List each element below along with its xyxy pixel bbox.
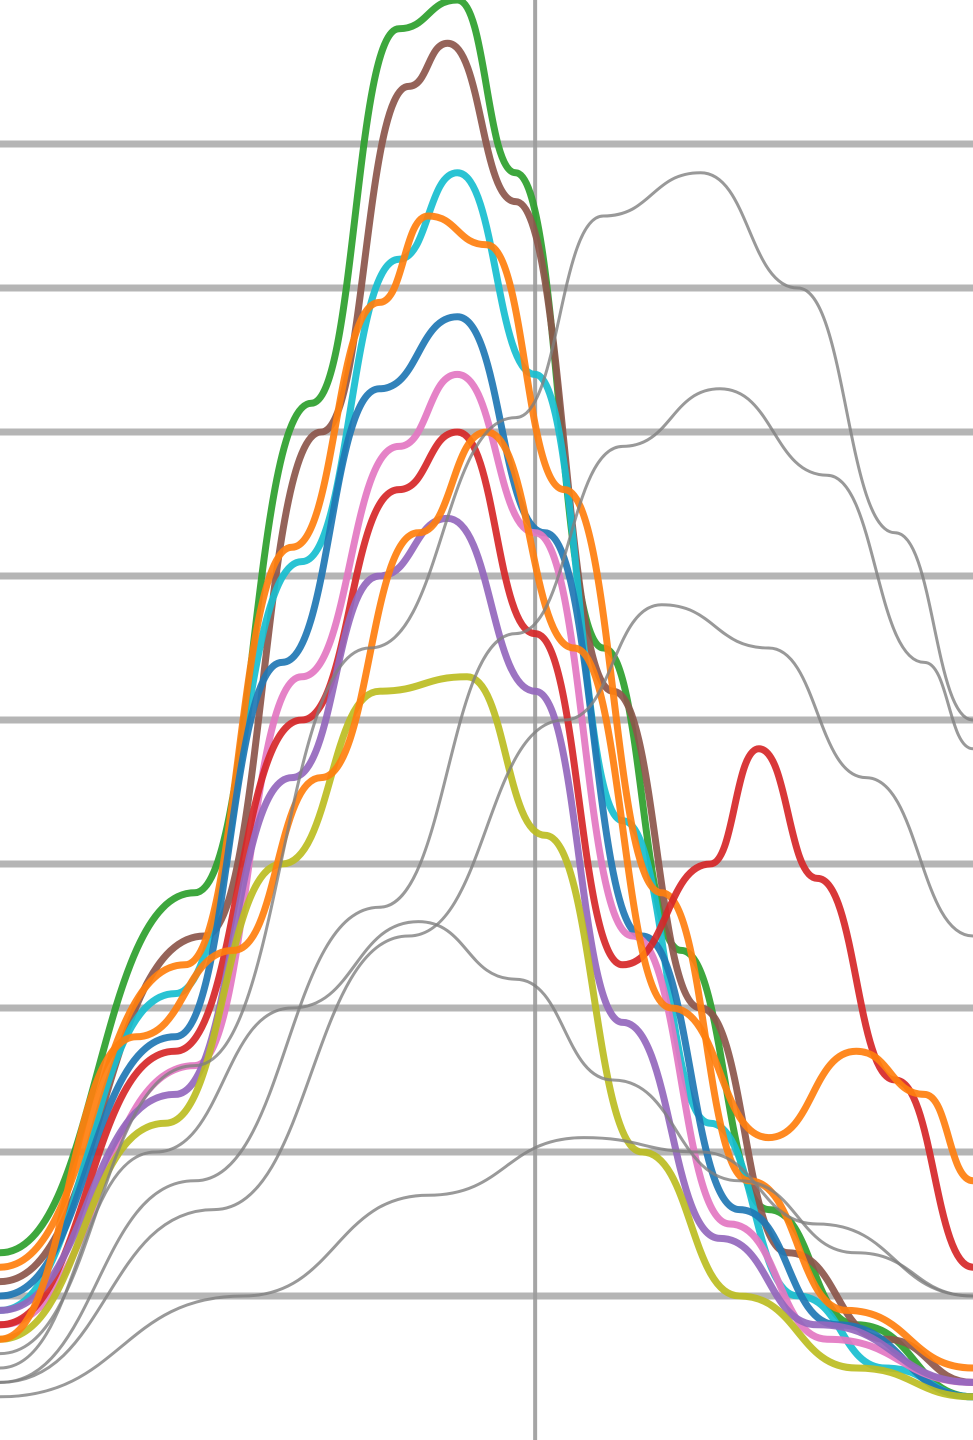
series-line-14 bbox=[0, 920, 973, 1370]
series-line-7 bbox=[0, 428, 973, 1329]
series-line-6 bbox=[0, 370, 973, 1386]
series-line-10 bbox=[0, 428, 973, 1343]
series-line-12 bbox=[0, 387, 973, 1384]
series-line-11 bbox=[0, 171, 973, 1356]
series-line-9 bbox=[0, 673, 973, 1401]
series-line-15 bbox=[0, 1136, 973, 1399]
series-line-5 bbox=[0, 313, 973, 1401]
series-line-13 bbox=[0, 603, 973, 1384]
series-line-4 bbox=[0, 212, 973, 1372]
series-layer bbox=[0, 0, 973, 1401]
series-line-8 bbox=[0, 514, 973, 1386]
